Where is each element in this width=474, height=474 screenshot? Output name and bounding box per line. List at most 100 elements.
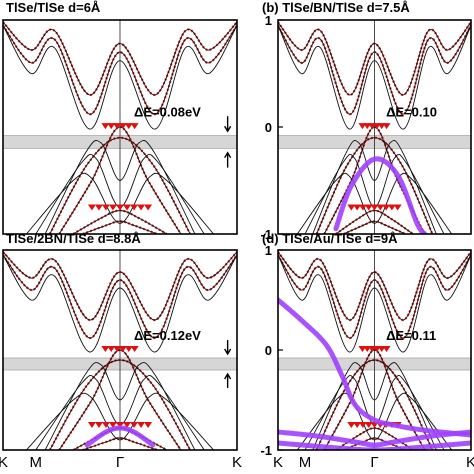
- panel-distance: d=6Å: [68, 0, 101, 15]
- projection-marker: [124, 346, 133, 352]
- band-3: [323, 349, 426, 450]
- projection-marker: [116, 204, 124, 211]
- projection-marker: [87, 422, 96, 428]
- band-8: [335, 210, 414, 234]
- plot-area: [3, 250, 237, 450]
- panel-system: TlSe/TlSe: [6, 0, 65, 15]
- y-tick-label: 0: [265, 120, 272, 135]
- gap-label: ΔE=0.11: [386, 328, 436, 343]
- projection-marker: [347, 422, 356, 428]
- y-tick-label: -1: [260, 227, 272, 242]
- band-4: [49, 137, 191, 234]
- projection-marker: [108, 204, 117, 211]
- panel-frame: [2, 249, 238, 451]
- projection-marker: [364, 204, 373, 211]
- band-9: [343, 220, 406, 234]
- panel-title: TlSe/TlSe d=6Å: [6, 0, 101, 15]
- gap-label: ΔE=0.08eV: [134, 104, 201, 119]
- projection-marker: [107, 346, 116, 352]
- projection-marker: [137, 204, 146, 211]
- band-2: [3, 254, 237, 353]
- band-0: [3, 21, 237, 96]
- y-tick-label: -1: [260, 443, 272, 458]
- arrow-up-icon: [224, 372, 232, 388]
- projection-marker: [123, 204, 132, 211]
- band-2: [3, 25, 237, 130]
- band-0: [3, 251, 237, 321]
- band-7: [296, 392, 453, 450]
- projection-marker: [382, 346, 391, 352]
- gap-label: ΔE=0.12eV: [134, 328, 201, 343]
- gamma-projection-markers: [358, 123, 391, 130]
- projection-marker: [87, 204, 96, 211]
- projection-marker: [382, 123, 391, 130]
- gamma-projection-markers: [101, 123, 139, 130]
- band-5: [312, 140, 437, 234]
- overlay-series-2: [278, 440, 471, 450]
- band-4: [316, 359, 433, 450]
- band-5: [44, 140, 196, 234]
- gamma-projection-markers-lower: [87, 422, 153, 428]
- panel-system: TlSe/2BN/TlSe: [6, 231, 94, 246]
- arrow-up-icon: [224, 151, 232, 168]
- band-3: [58, 349, 182, 450]
- arrow-down-icon: [224, 340, 232, 356]
- panel-title: (b) TlSe/BN/TlSe d=7.5Å: [262, 0, 410, 15]
- gamma-projection-markers: [358, 346, 391, 352]
- band-8: [72, 210, 168, 234]
- projection-marker: [130, 346, 139, 352]
- band-9: [82, 437, 158, 450]
- projection-marker: [116, 422, 124, 428]
- projection-marker: [358, 204, 367, 211]
- x-tick-label: M: [299, 454, 312, 471]
- x-tick-label: K: [232, 454, 242, 471]
- arrow-down-icon: [224, 116, 232, 133]
- panel-system: TlSe/Au/TlSe: [282, 231, 361, 246]
- projection-marker: [387, 204, 396, 211]
- plot-area: [3, 20, 237, 234]
- overlay-series-0: [84, 425, 156, 448]
- panel-label: (d): [262, 231, 279, 246]
- projection-marker: [382, 204, 391, 211]
- band-7: [296, 172, 453, 234]
- band-0: [278, 21, 471, 96]
- x-tick-label: M: [30, 454, 43, 471]
- gamma-projection-markers: [101, 346, 139, 352]
- projection-marker: [130, 204, 139, 211]
- band-2: [278, 25, 471, 130]
- panel-distance: d=8.8Å: [98, 231, 142, 246]
- x-tick-label: K: [273, 454, 283, 471]
- plot-area: [278, 250, 471, 450]
- projection-marker: [347, 204, 356, 211]
- projection-marker: [101, 422, 110, 428]
- projection-marker: [393, 204, 402, 211]
- projection-marker: [358, 422, 367, 428]
- y-tick-label: 1: [265, 243, 272, 258]
- x-tick-label: Γ: [370, 454, 378, 471]
- overlay-series-0: [333, 156, 428, 234]
- panel-label: (b): [262, 0, 279, 15]
- projection-marker: [364, 422, 373, 428]
- band-1: [3, 25, 237, 115]
- projection-marker: [144, 422, 153, 428]
- projection-marker: [376, 204, 385, 211]
- band-4: [316, 137, 433, 234]
- x-tick-label: K: [0, 454, 8, 471]
- band-7: [26, 172, 214, 234]
- band-4: [49, 359, 191, 450]
- band-0: [278, 251, 471, 321]
- overlay-series-0: [278, 297, 471, 438]
- panel-distance: d=7.5Å: [367, 0, 411, 15]
- band-7: [26, 392, 214, 450]
- panel-frame: [2, 19, 238, 235]
- projection-marker: [113, 346, 122, 352]
- projection-marker: [353, 204, 362, 211]
- panel-2: TlSe/2BN/TlSe d=8.8Å ΔE=0.12eV K M Γ K: [0, 231, 242, 471]
- panel-distance: d=9Å: [365, 231, 398, 246]
- gamma-projection-markers-lower: [87, 204, 153, 211]
- projection-marker: [113, 123, 122, 130]
- x-tick-label: Γ: [116, 454, 124, 471]
- panel-1: (b) TlSe/BN/TlSe d=7.5Å ΔE=0.10 1 0 -1: [260, 0, 472, 242]
